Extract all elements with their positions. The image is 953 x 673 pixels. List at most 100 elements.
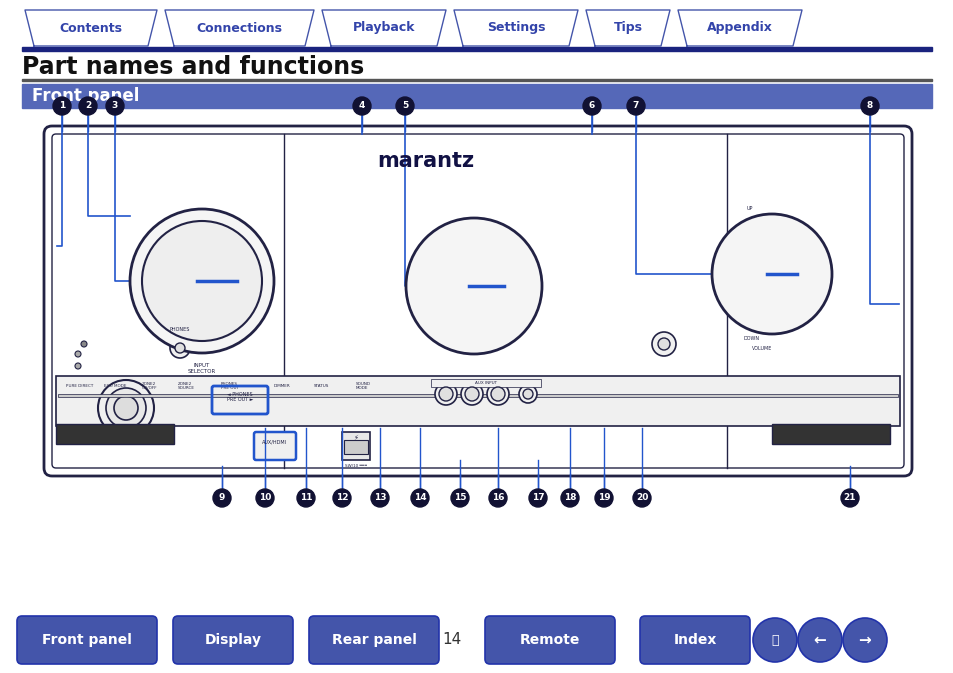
Bar: [22, 47, 931, 50]
Text: PHONES: PHONES: [170, 327, 190, 332]
Circle shape: [733, 236, 809, 312]
Text: 7: 7: [632, 102, 639, 110]
Text: 21: 21: [842, 493, 856, 503]
Circle shape: [451, 489, 469, 507]
Circle shape: [184, 263, 220, 299]
Text: Index: Index: [673, 633, 716, 647]
Text: SOUND
MODE: SOUND MODE: [355, 382, 371, 390]
Bar: [58, 394, 897, 397]
Circle shape: [464, 387, 478, 401]
Circle shape: [760, 262, 783, 286]
Circle shape: [633, 489, 650, 507]
Text: Front panel: Front panel: [32, 87, 139, 105]
Circle shape: [491, 387, 504, 401]
Circle shape: [106, 97, 124, 115]
Circle shape: [353, 97, 371, 115]
Text: 13: 13: [374, 493, 386, 503]
Text: 18: 18: [563, 493, 576, 503]
Text: PHONES
PRE OUT: PHONES PRE OUT: [221, 382, 239, 390]
Circle shape: [522, 389, 533, 399]
Text: ◄ PHONES
PRE OUT ►: ◄ PHONES PRE OUT ►: [227, 392, 253, 402]
Circle shape: [98, 380, 153, 436]
Circle shape: [75, 351, 81, 357]
Text: Contents: Contents: [59, 22, 122, 34]
Circle shape: [81, 341, 87, 347]
Circle shape: [842, 618, 886, 662]
Bar: [22, 84, 931, 108]
Polygon shape: [585, 10, 669, 46]
Circle shape: [745, 248, 797, 300]
Circle shape: [53, 97, 71, 115]
Text: 16: 16: [491, 493, 504, 503]
Circle shape: [406, 218, 541, 354]
Text: →: →: [858, 633, 870, 647]
Text: ZONE2
SOURCE: ZONE2 SOURCE: [178, 382, 194, 390]
Text: Display: Display: [204, 633, 261, 647]
Circle shape: [658, 338, 669, 350]
Circle shape: [841, 489, 858, 507]
Text: 14: 14: [414, 493, 426, 503]
Text: 14: 14: [442, 633, 461, 647]
Circle shape: [113, 396, 138, 420]
Circle shape: [79, 97, 97, 115]
Bar: [344, 440, 368, 454]
Text: Playback: Playback: [353, 22, 415, 34]
Text: 2: 2: [85, 102, 91, 110]
Circle shape: [435, 383, 456, 405]
Text: 11: 11: [299, 493, 312, 503]
Text: Remote: Remote: [519, 633, 579, 647]
Circle shape: [142, 221, 262, 341]
Circle shape: [529, 489, 546, 507]
Circle shape: [395, 97, 414, 115]
Text: 19: 19: [598, 493, 610, 503]
FancyBboxPatch shape: [172, 616, 293, 664]
Polygon shape: [454, 10, 578, 46]
Bar: [341, 432, 370, 460]
Circle shape: [626, 97, 644, 115]
Bar: [771, 424, 889, 444]
Circle shape: [168, 247, 235, 315]
Text: AUX/HDMI: AUX/HDMI: [262, 439, 287, 444]
Circle shape: [861, 97, 878, 115]
Text: 6: 6: [588, 102, 595, 110]
Circle shape: [411, 489, 429, 507]
Text: 🏠: 🏠: [770, 633, 778, 647]
Polygon shape: [165, 10, 314, 46]
Text: STATUS: STATUS: [314, 384, 329, 388]
Text: marantz: marantz: [377, 151, 474, 171]
Text: 12: 12: [335, 493, 348, 503]
Circle shape: [797, 618, 841, 662]
FancyBboxPatch shape: [44, 126, 911, 476]
Bar: [56, 424, 173, 444]
Text: ZONE2
ON/OFF: ZONE2 ON/OFF: [142, 382, 157, 390]
Text: UP: UP: [746, 206, 753, 211]
Circle shape: [752, 618, 796, 662]
Text: Front panel: Front panel: [42, 633, 132, 647]
FancyBboxPatch shape: [309, 616, 438, 664]
Circle shape: [582, 97, 600, 115]
Text: 8: 8: [866, 102, 872, 110]
Text: 5: 5: [401, 102, 408, 110]
Text: ←: ←: [813, 633, 825, 647]
Text: PURE DIRECT: PURE DIRECT: [66, 384, 93, 388]
Circle shape: [75, 363, 81, 369]
Text: ⚡: ⚡: [354, 435, 358, 441]
Circle shape: [486, 383, 509, 405]
Text: 9: 9: [218, 493, 225, 503]
Polygon shape: [322, 10, 446, 46]
Bar: [56, 376, 899, 426]
Circle shape: [711, 214, 831, 334]
Text: 15: 15: [454, 493, 466, 503]
Text: Connections: Connections: [196, 22, 282, 34]
Circle shape: [723, 226, 820, 322]
Text: VOLUME: VOLUME: [751, 346, 772, 351]
Text: INPUT
SELECTOR: INPUT SELECTOR: [188, 363, 216, 374]
Circle shape: [489, 489, 506, 507]
Circle shape: [371, 489, 389, 507]
Text: 1: 1: [59, 102, 65, 110]
Circle shape: [255, 489, 274, 507]
Text: Part names and functions: Part names and functions: [22, 55, 364, 79]
Text: 4: 4: [358, 102, 365, 110]
Circle shape: [460, 383, 482, 405]
Text: 20: 20: [635, 493, 647, 503]
